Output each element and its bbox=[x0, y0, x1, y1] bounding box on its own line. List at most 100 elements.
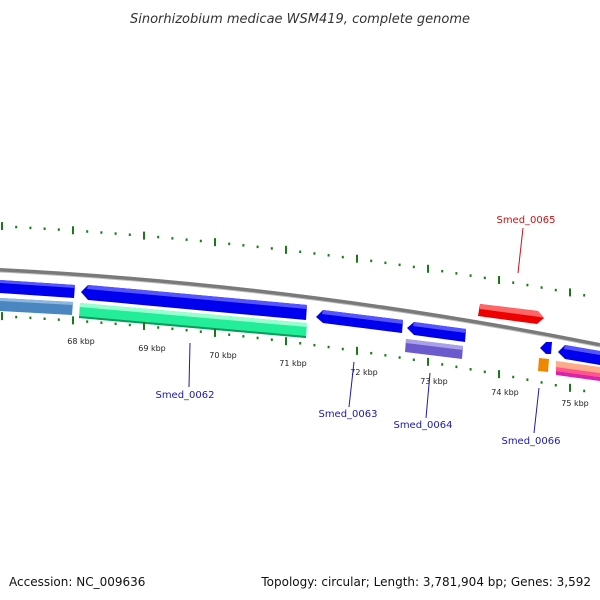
ruler-label: 73 kbp bbox=[420, 377, 448, 386]
lower-tick bbox=[270, 338, 273, 341]
lower-tick bbox=[483, 370, 486, 374]
lower-tick bbox=[43, 317, 46, 320]
lower-tick bbox=[185, 328, 188, 332]
lower-tick bbox=[57, 318, 60, 321]
gene-label-smed-0063[interactable]: Smed_0063 bbox=[318, 409, 377, 420]
upper-tick bbox=[242, 244, 245, 247]
gene-smed-0066-small[interactable] bbox=[540, 342, 552, 354]
gene-label-smed-0064[interactable]: Smed_0064 bbox=[393, 420, 452, 431]
callout-line-smed-0064 bbox=[425, 372, 431, 419]
lower-tick bbox=[512, 375, 515, 379]
upper-tick bbox=[72, 226, 74, 235]
upper-tick bbox=[483, 276, 486, 280]
upper-tick bbox=[214, 238, 216, 247]
feature-right-pink bbox=[556, 367, 600, 377]
gene-label-smed-0066[interactable]: Smed_0066 bbox=[501, 436, 560, 447]
upper-tick bbox=[569, 288, 571, 297]
upper-tick bbox=[341, 255, 344, 259]
callout-line-smed-0065 bbox=[517, 227, 524, 274]
genome-backbone-highlight bbox=[0, 271, 600, 348]
upper-tick bbox=[427, 264, 429, 273]
gene-smed-0064-upper-highlight bbox=[413, 322, 466, 333]
lower-tick bbox=[100, 321, 103, 324]
lower-tick bbox=[441, 363, 444, 366]
lower-tick bbox=[569, 383, 571, 392]
lower-tick bbox=[455, 365, 458, 369]
lower-tick bbox=[171, 327, 174, 331]
upper-tick bbox=[86, 230, 89, 233]
feature-right-magenta bbox=[556, 371, 600, 381]
gene-label-smed-0062[interactable]: Smed_0062 bbox=[155, 390, 214, 401]
upper-tick bbox=[285, 245, 287, 254]
upper-tick bbox=[100, 231, 103, 234]
feature-smed-0062-highlight bbox=[80, 303, 307, 327]
genome-backbone bbox=[0, 268, 600, 347]
lower-tick bbox=[540, 381, 543, 384]
upper-tick bbox=[29, 226, 32, 230]
upper-tick bbox=[398, 263, 401, 267]
feature-left-steelblue-highlight bbox=[0, 298, 73, 305]
upper-tick bbox=[185, 238, 188, 241]
lower-tick bbox=[526, 378, 529, 381]
upper-tick bbox=[15, 225, 18, 229]
upper-tick bbox=[1, 222, 3, 231]
upper-tick bbox=[498, 276, 500, 285]
lower-tick bbox=[214, 328, 216, 337]
feature-right-salmon bbox=[556, 361, 600, 373]
upper-tick bbox=[299, 250, 302, 254]
lower-tick bbox=[1, 312, 3, 321]
feature-smed-0062-shadow bbox=[79, 316, 306, 338]
gene-label-smed-0065[interactable]: Smed_0065 bbox=[496, 215, 555, 226]
lower-tick bbox=[327, 345, 330, 349]
upper-tick bbox=[157, 235, 160, 239]
ruler-label: 75 kbp bbox=[561, 399, 589, 408]
lower-tick bbox=[398, 356, 401, 359]
upper-tick bbox=[583, 294, 586, 297]
feature-orange bbox=[538, 358, 549, 372]
gene-smed-0063-highlight bbox=[322, 310, 403, 324]
genome-summary: Topology: circular; Length: 3,781,904 bp… bbox=[260, 575, 591, 589]
upper-tick bbox=[270, 247, 273, 250]
lower-tick bbox=[583, 389, 586, 393]
gene-right-partial-highlight bbox=[564, 345, 600, 355]
upper-tick bbox=[412, 265, 415, 269]
upper-tick bbox=[455, 272, 458, 275]
accession-label: Accession: NC_009636 bbox=[9, 575, 145, 589]
upper-tick bbox=[441, 269, 444, 273]
upper-tick bbox=[469, 274, 472, 277]
lower-tick-ring bbox=[1, 312, 586, 393]
gene-smed-0061[interactable] bbox=[81, 285, 307, 320]
lower-tick bbox=[86, 320, 89, 323]
lower-tick bbox=[498, 370, 500, 379]
lower-tick bbox=[72, 316, 74, 325]
upper-tick bbox=[199, 239, 202, 243]
lower-tick bbox=[427, 357, 429, 366]
lower-tick bbox=[228, 333, 231, 336]
lower-tick bbox=[370, 351, 373, 355]
upper-tick bbox=[512, 281, 515, 284]
upper-tick bbox=[370, 259, 373, 263]
upper-tick bbox=[313, 252, 316, 255]
lower-tick bbox=[242, 335, 245, 338]
gene-smed-0061-highlight bbox=[87, 285, 307, 309]
lower-tick bbox=[256, 336, 259, 340]
lower-tick bbox=[285, 337, 287, 346]
upper-tick bbox=[128, 233, 131, 236]
lower-tick bbox=[313, 343, 316, 347]
ruler-label: 68 kbp bbox=[67, 337, 95, 346]
lower-tick bbox=[199, 330, 202, 333]
upper-tick bbox=[114, 232, 117, 235]
upper-tick bbox=[554, 288, 557, 292]
lower-tick bbox=[114, 322, 117, 326]
lower-tick bbox=[554, 383, 557, 387]
gene-smed-0065-highlight bbox=[480, 304, 544, 318]
ruler-label: 71 kbp bbox=[279, 359, 307, 368]
map-title: Sinorhizobium medicae WSM419, complete g… bbox=[130, 12, 470, 27]
lower-tick bbox=[143, 321, 145, 330]
callout-line-smed-0062 bbox=[188, 342, 191, 388]
upper-tick bbox=[356, 254, 358, 263]
upper-tick-ring bbox=[1, 222, 586, 297]
lower-tick bbox=[341, 347, 344, 351]
ruler-label: 74 kbp bbox=[491, 388, 519, 397]
